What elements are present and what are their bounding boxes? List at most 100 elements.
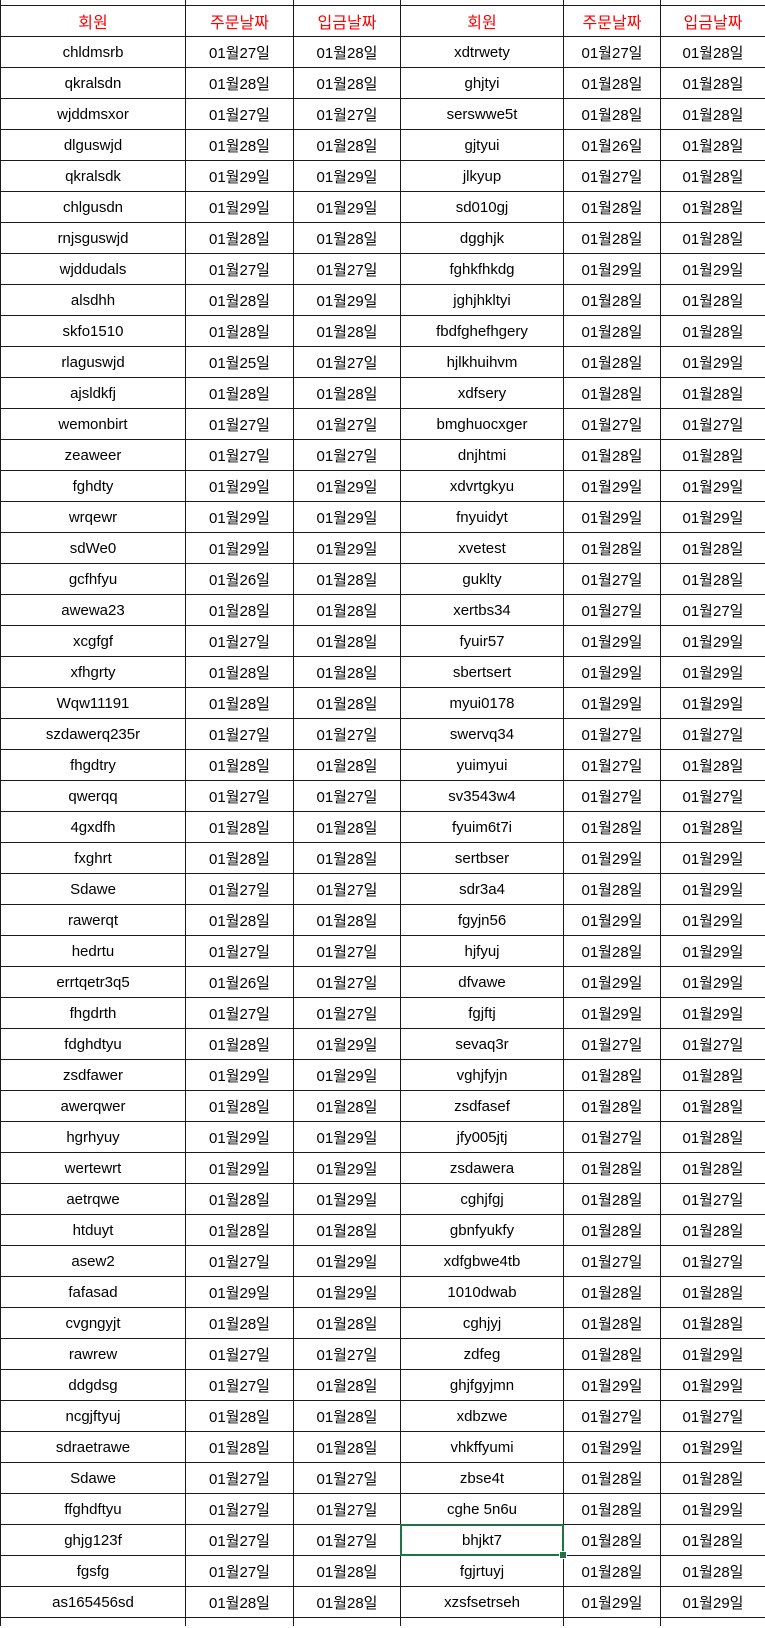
member-cell[interactable]: dlguswjd (0, 129, 186, 161)
column-header-member[interactable]: 회원 (400, 5, 564, 37)
member-cell[interactable]: fafasad (0, 1276, 186, 1308)
member-cell[interactable]: sdraetrawe (0, 1431, 186, 1463)
order-date-cell[interactable]: 01월27일 (563, 780, 661, 812)
payment-date-cell[interactable]: 01월27일 (660, 1183, 765, 1215)
member-cell[interactable]: xertbs34 (400, 594, 564, 626)
payment-date-cell[interactable]: 01월28일 (660, 129, 765, 161)
order-date-cell[interactable]: 01월28일 (563, 1214, 661, 1246)
payment-date-cell[interactable]: 01월27일 (293, 718, 401, 750)
clipped-cell[interactable] (563, 1617, 661, 1626)
order-date-cell[interactable]: 01월27일 (185, 1338, 294, 1370)
payment-date-cell[interactable]: 01월29일 (293, 191, 401, 223)
payment-date-cell[interactable]: 01월28일 (293, 129, 401, 161)
member-cell[interactable]: cghjyj (400, 1307, 564, 1339)
payment-date-cell[interactable]: 01월29일 (660, 346, 765, 378)
member-cell[interactable]: qkralsdk (0, 160, 186, 192)
payment-date-cell[interactable]: 01월29일 (660, 842, 765, 874)
payment-date-cell[interactable]: 01월29일 (293, 470, 401, 502)
order-date-cell[interactable]: 01월28일 (185, 1586, 294, 1618)
member-cell[interactable]: sdWe0 (0, 532, 186, 564)
member-cell[interactable]: rawerqt (0, 904, 186, 936)
payment-date-cell[interactable]: 01월28일 (293, 36, 401, 68)
payment-date-cell[interactable]: 01월28일 (293, 904, 401, 936)
column-header-order-date[interactable]: 주문날짜 (185, 5, 294, 37)
member-cell[interactable]: asew2 (0, 1245, 186, 1277)
clipped-cell[interactable] (185, 1617, 294, 1626)
member-cell[interactable]: zsdawera (400, 1152, 564, 1184)
member-cell[interactable]: xvetest (400, 532, 564, 564)
payment-date-cell[interactable]: 01월28일 (660, 1059, 765, 1091)
member-cell[interactable]: qwerqq (0, 780, 186, 812)
payment-date-cell[interactable]: 01월28일 (660, 1555, 765, 1587)
payment-date-cell[interactable]: 01월29일 (293, 1276, 401, 1308)
order-date-cell[interactable]: 01월27일 (563, 718, 661, 750)
payment-date-cell[interactable]: 01월28일 (293, 222, 401, 254)
payment-date-cell[interactable]: 01월29일 (660, 997, 765, 1029)
payment-date-cell[interactable]: 01월27일 (293, 935, 401, 967)
member-cell[interactable]: htduyt (0, 1214, 186, 1246)
member-cell[interactable]: zbse4t (400, 1462, 564, 1494)
payment-date-cell[interactable]: 01월28일 (660, 1152, 765, 1184)
member-cell[interactable]: sv3543w4 (400, 780, 564, 812)
payment-date-cell[interactable]: 01월28일 (660, 811, 765, 843)
order-date-cell[interactable]: 01월27일 (563, 749, 661, 781)
payment-date-cell[interactable]: 01월28일 (660, 749, 765, 781)
member-cell[interactable]: wjddmsxor (0, 98, 186, 130)
member-cell[interactable]: 1010dwab (400, 1276, 564, 1308)
order-date-cell[interactable]: 01월27일 (185, 408, 294, 440)
order-date-cell[interactable]: 01월27일 (185, 1493, 294, 1525)
order-date-cell[interactable]: 01월28일 (563, 346, 661, 378)
member-cell[interactable]: ghjfgyjmn (400, 1369, 564, 1401)
payment-date-cell[interactable]: 01월27일 (660, 408, 765, 440)
order-date-cell[interactable]: 01월27일 (563, 160, 661, 192)
member-cell[interactable]: sbertsert (400, 656, 564, 688)
order-date-cell[interactable]: 01월27일 (185, 1245, 294, 1277)
payment-date-cell[interactable]: 01월28일 (293, 1431, 401, 1463)
member-cell[interactable]: errtqetr3q5 (0, 966, 186, 998)
member-cell[interactable]: fdghdtyu (0, 1028, 186, 1060)
member-cell[interactable]: qkralsdn (0, 67, 186, 99)
order-date-cell[interactable]: 01월28일 (185, 67, 294, 99)
payment-date-cell[interactable]: 01월29일 (293, 501, 401, 533)
payment-date-cell[interactable]: 01월29일 (660, 1369, 765, 1401)
order-date-cell[interactable]: 01월29일 (563, 656, 661, 688)
payment-date-cell[interactable]: 01월28일 (293, 1090, 401, 1122)
order-date-cell[interactable]: 01월26일 (185, 563, 294, 595)
payment-date-cell[interactable]: 01월29일 (660, 935, 765, 967)
member-cell[interactable]: fbdfghefhgery (400, 315, 564, 347)
order-date-cell[interactable]: 01월29일 (563, 842, 661, 874)
member-cell[interactable]: awewa23 (0, 594, 186, 626)
member-cell[interactable]: ghjtyi (400, 67, 564, 99)
payment-date-cell[interactable]: 01월29일 (660, 1338, 765, 1370)
member-cell[interactable]: wertewrt (0, 1152, 186, 1184)
payment-date-cell[interactable]: 01월28일 (293, 1214, 401, 1246)
member-cell[interactable]: ghjg123f (0, 1524, 186, 1556)
column-header-payment-date[interactable]: 입금날짜 (293, 5, 401, 37)
payment-date-cell[interactable]: 01월27일 (293, 966, 401, 998)
payment-date-cell[interactable]: 01월29일 (660, 625, 765, 657)
member-cell[interactable]: cvgngyjt (0, 1307, 186, 1339)
payment-date-cell[interactable]: 01월29일 (293, 1245, 401, 1277)
payment-date-cell[interactable]: 01월29일 (293, 1152, 401, 1184)
payment-date-cell[interactable]: 01월28일 (293, 67, 401, 99)
order-date-cell[interactable]: 01월28일 (563, 1524, 661, 1556)
member-cell[interactable]: rlaguswjd (0, 346, 186, 378)
payment-date-cell[interactable]: 01월28일 (293, 1307, 401, 1339)
member-cell[interactable]: fghkfhkdg (400, 253, 564, 285)
order-date-cell[interactable]: 01월27일 (185, 439, 294, 471)
payment-date-cell[interactable]: 01월28일 (293, 811, 401, 843)
member-cell[interactable]: zeaweer (0, 439, 186, 471)
member-cell[interactable]: chldmsrb (0, 36, 186, 68)
payment-date-cell[interactable]: 01월29일 (660, 470, 765, 502)
member-cell[interactable]: cghe 5n6u (400, 1493, 564, 1525)
member-cell[interactable]: hjfyuj (400, 935, 564, 967)
payment-date-cell[interactable]: 01월27일 (293, 439, 401, 471)
member-cell[interactable]: xdfsery (400, 377, 564, 409)
member-cell[interactable]: as165456sd (0, 1586, 186, 1618)
payment-date-cell[interactable]: 01월28일 (660, 67, 765, 99)
order-date-cell[interactable]: 01월28일 (563, 873, 661, 905)
column-header-member[interactable]: 회원 (0, 5, 186, 37)
member-cell[interactable]: cghjfgj (400, 1183, 564, 1215)
order-date-cell[interactable]: 01월28일 (563, 1090, 661, 1122)
member-cell[interactable]: fgjftj (400, 997, 564, 1029)
